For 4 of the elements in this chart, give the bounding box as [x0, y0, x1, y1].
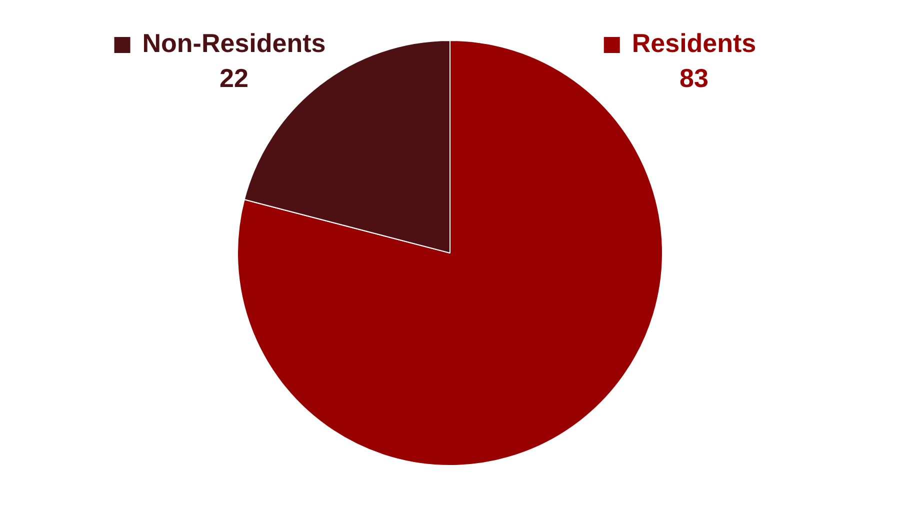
data-label: 83	[680, 63, 708, 94]
legend-label: Residents	[632, 28, 756, 58]
legend-label: Non-Residents	[142, 28, 326, 58]
data-label: 22	[220, 63, 248, 94]
